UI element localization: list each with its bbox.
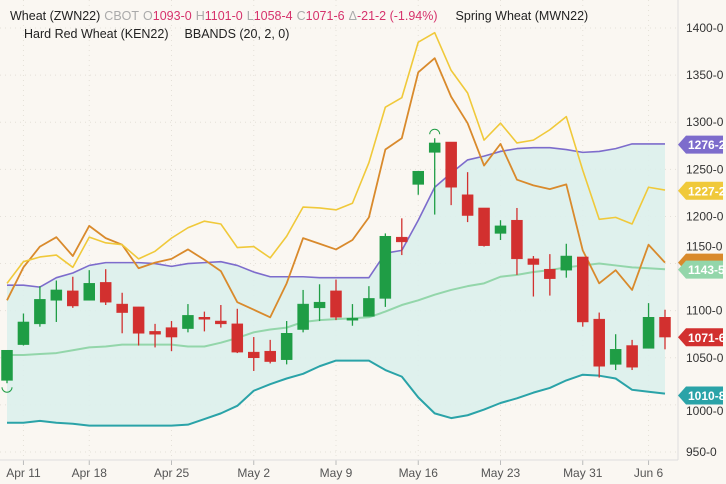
y-tick-label: 1250-0 xyxy=(686,162,724,176)
price-tag-bb-upper xyxy=(678,135,723,154)
y-tick-label: 1000-0 xyxy=(686,404,724,418)
price-tag-label: 1276-2 xyxy=(688,138,726,152)
change-label: Δ xyxy=(348,9,357,23)
spring-wheat-line xyxy=(6,31,666,284)
candle-body xyxy=(116,303,128,313)
candle-body xyxy=(445,141,457,188)
candle-body xyxy=(182,315,194,329)
x-tick-label: May 9 xyxy=(320,466,353,480)
candle-body xyxy=(609,349,622,365)
event-marker-icon xyxy=(429,128,441,135)
x-tick-label: Apr 11 xyxy=(6,466,41,480)
candle-body xyxy=(34,299,46,325)
candle-body xyxy=(280,333,293,360)
y-tick-label: 1300-0 xyxy=(686,115,724,129)
candle-body xyxy=(83,283,95,301)
y-tick-label: 1150-0 xyxy=(686,240,723,254)
price-tag-bb-middle xyxy=(678,260,723,279)
legend-spring-wheat[interactable]: Spring Wheat (MWN22) xyxy=(455,9,589,23)
candle-body xyxy=(50,289,63,301)
x-tick-label: Apr 25 xyxy=(154,466,190,480)
candle-body xyxy=(165,327,178,338)
change-value: -21-2 (-1.94%) xyxy=(356,9,438,23)
candle-body xyxy=(396,236,408,243)
candle-body xyxy=(659,317,671,338)
y-tick-label: 950-0 xyxy=(686,445,717,459)
candle-body xyxy=(428,142,441,153)
x-tick-label: May 2 xyxy=(237,466,270,480)
legend-row-2: Hard Red Wheat (KEN22) BBANDS (20, 2, 0) xyxy=(24,27,289,41)
high-value: 1101-0 xyxy=(204,9,243,23)
candle-body xyxy=(132,306,145,334)
price-tag-label: 1071-6 xyxy=(688,331,726,345)
legend-row-1: Wheat (ZWN22) CBOT O 1093-0 H 1101-0 L 1058… xyxy=(10,9,588,23)
main-symbol-legend: Wheat (ZWN22) CBOT O 1093-0 H 1101-0 L 1058… xyxy=(10,9,438,23)
candle-body xyxy=(544,268,556,279)
y-tick-label: 1350-0 xyxy=(686,68,724,82)
price-tag-down xyxy=(678,328,723,347)
low-value: 1058-4 xyxy=(253,9,293,23)
candle-body xyxy=(494,225,507,234)
x-tick-label: May 31 xyxy=(563,466,603,480)
candle-body xyxy=(264,350,276,362)
legend-hard-red-wheat[interactable]: Hard Red Wheat (KEN22) xyxy=(24,27,169,41)
legend-bbands[interactable]: BBANDS (20, 2, 0) xyxy=(184,27,290,41)
candle-body xyxy=(642,317,655,349)
candle-body xyxy=(511,219,523,260)
candle-body xyxy=(248,351,260,359)
exchange-name: CBOT xyxy=(104,9,140,23)
high-label: H xyxy=(195,9,205,23)
candle-body xyxy=(198,317,211,320)
x-tick-label: Apr 18 xyxy=(72,466,108,480)
candle-body xyxy=(346,317,359,321)
candle-body xyxy=(379,235,392,299)
candle-body xyxy=(626,345,638,368)
candle-body xyxy=(363,298,375,317)
candle-body xyxy=(67,290,79,307)
event-marker-icon xyxy=(1,387,13,393)
candle-body xyxy=(17,321,30,345)
hard-red-wheat-line xyxy=(6,57,666,319)
price-tag-label: 1010-8 xyxy=(688,389,726,403)
y-tick-label: 1400-0 xyxy=(686,21,724,35)
open-label: O xyxy=(143,9,153,23)
price-tag-label: 1143-5 xyxy=(688,263,725,277)
candle-body xyxy=(478,207,490,246)
close-value: 1071-6 xyxy=(305,9,345,23)
price-tag-bb-lower xyxy=(678,386,723,405)
open-value: 1093-0 xyxy=(152,9,192,23)
y-tick-label: 1100-0 xyxy=(686,304,723,318)
symbol-name: Wheat (ZWN22) xyxy=(10,9,101,23)
candle-body xyxy=(215,320,227,325)
candle-body xyxy=(461,194,474,216)
candle-body xyxy=(313,301,326,309)
price-tag-label: 1227-2 xyxy=(688,184,726,198)
bb-lower-line xyxy=(7,359,666,427)
x-tick-label: May 16 xyxy=(399,466,439,480)
candle-body xyxy=(231,323,244,353)
x-tick-label: Jun 6 xyxy=(634,466,664,480)
close-label: C xyxy=(296,9,306,23)
y-tick-label: 1200-0 xyxy=(686,209,724,223)
candle-body xyxy=(1,349,13,381)
x-tick-label: May 23 xyxy=(481,466,521,480)
candle-body xyxy=(330,290,342,318)
candle-body xyxy=(527,258,540,265)
candle-body xyxy=(593,318,605,367)
y-tick-label: 1050-0 xyxy=(686,351,724,365)
candle-body xyxy=(149,331,161,335)
candle-body xyxy=(577,256,589,323)
candle-body xyxy=(412,170,424,185)
price-tag-spring-wheat xyxy=(678,181,723,200)
low-label: L xyxy=(246,9,254,23)
bb-upper-line xyxy=(7,143,665,288)
candle-body xyxy=(297,303,309,330)
candle-body xyxy=(560,255,573,271)
candle-body xyxy=(99,282,112,303)
